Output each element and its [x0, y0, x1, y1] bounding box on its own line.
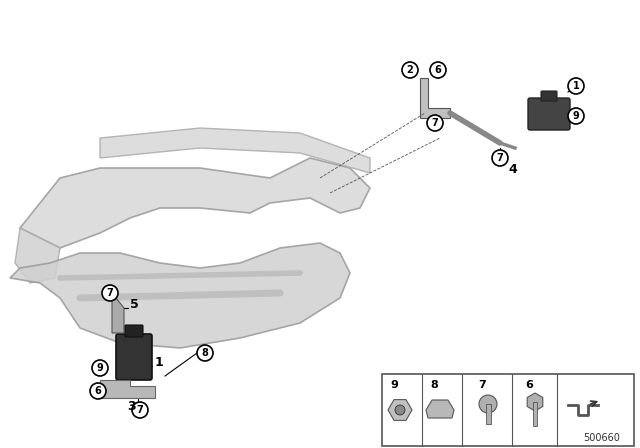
- Text: 6: 6: [525, 380, 533, 390]
- Polygon shape: [426, 400, 454, 418]
- Text: 9: 9: [390, 380, 398, 390]
- Polygon shape: [100, 380, 155, 398]
- Circle shape: [197, 345, 213, 361]
- Polygon shape: [10, 243, 350, 348]
- FancyBboxPatch shape: [125, 325, 143, 337]
- Text: 9: 9: [573, 111, 579, 121]
- Circle shape: [492, 150, 508, 166]
- Circle shape: [430, 62, 446, 78]
- Bar: [382, 374, 634, 446]
- Text: 1: 1: [155, 356, 164, 369]
- FancyBboxPatch shape: [116, 334, 152, 380]
- Bar: [486, 404, 490, 424]
- Text: 9: 9: [97, 363, 104, 373]
- Circle shape: [479, 395, 497, 413]
- Circle shape: [92, 360, 108, 376]
- Text: 7: 7: [431, 118, 438, 128]
- Text: 7: 7: [107, 288, 113, 298]
- Circle shape: [427, 115, 443, 131]
- FancyBboxPatch shape: [541, 91, 557, 101]
- Text: 6: 6: [95, 386, 101, 396]
- Polygon shape: [15, 228, 60, 283]
- Circle shape: [402, 62, 418, 78]
- Circle shape: [90, 383, 106, 399]
- Bar: [533, 402, 537, 426]
- FancyBboxPatch shape: [528, 98, 570, 130]
- Circle shape: [102, 285, 118, 301]
- Polygon shape: [112, 298, 124, 333]
- Text: 8: 8: [430, 380, 438, 390]
- Text: 6: 6: [435, 65, 442, 75]
- Circle shape: [395, 405, 405, 415]
- Text: 7: 7: [478, 380, 486, 390]
- Circle shape: [568, 108, 584, 124]
- Text: 7: 7: [136, 405, 143, 415]
- Text: 2: 2: [406, 65, 413, 75]
- Polygon shape: [20, 158, 370, 248]
- Text: 5: 5: [130, 298, 139, 311]
- Text: 3: 3: [127, 400, 136, 413]
- Text: 4: 4: [508, 163, 516, 176]
- Polygon shape: [420, 78, 450, 118]
- Polygon shape: [388, 400, 412, 420]
- Polygon shape: [100, 128, 370, 173]
- Text: 7: 7: [497, 153, 504, 163]
- Circle shape: [132, 402, 148, 418]
- Text: 1: 1: [573, 81, 579, 91]
- Circle shape: [568, 78, 584, 94]
- Text: 500660: 500660: [583, 433, 620, 443]
- Polygon shape: [527, 393, 543, 411]
- Text: 8: 8: [202, 348, 209, 358]
